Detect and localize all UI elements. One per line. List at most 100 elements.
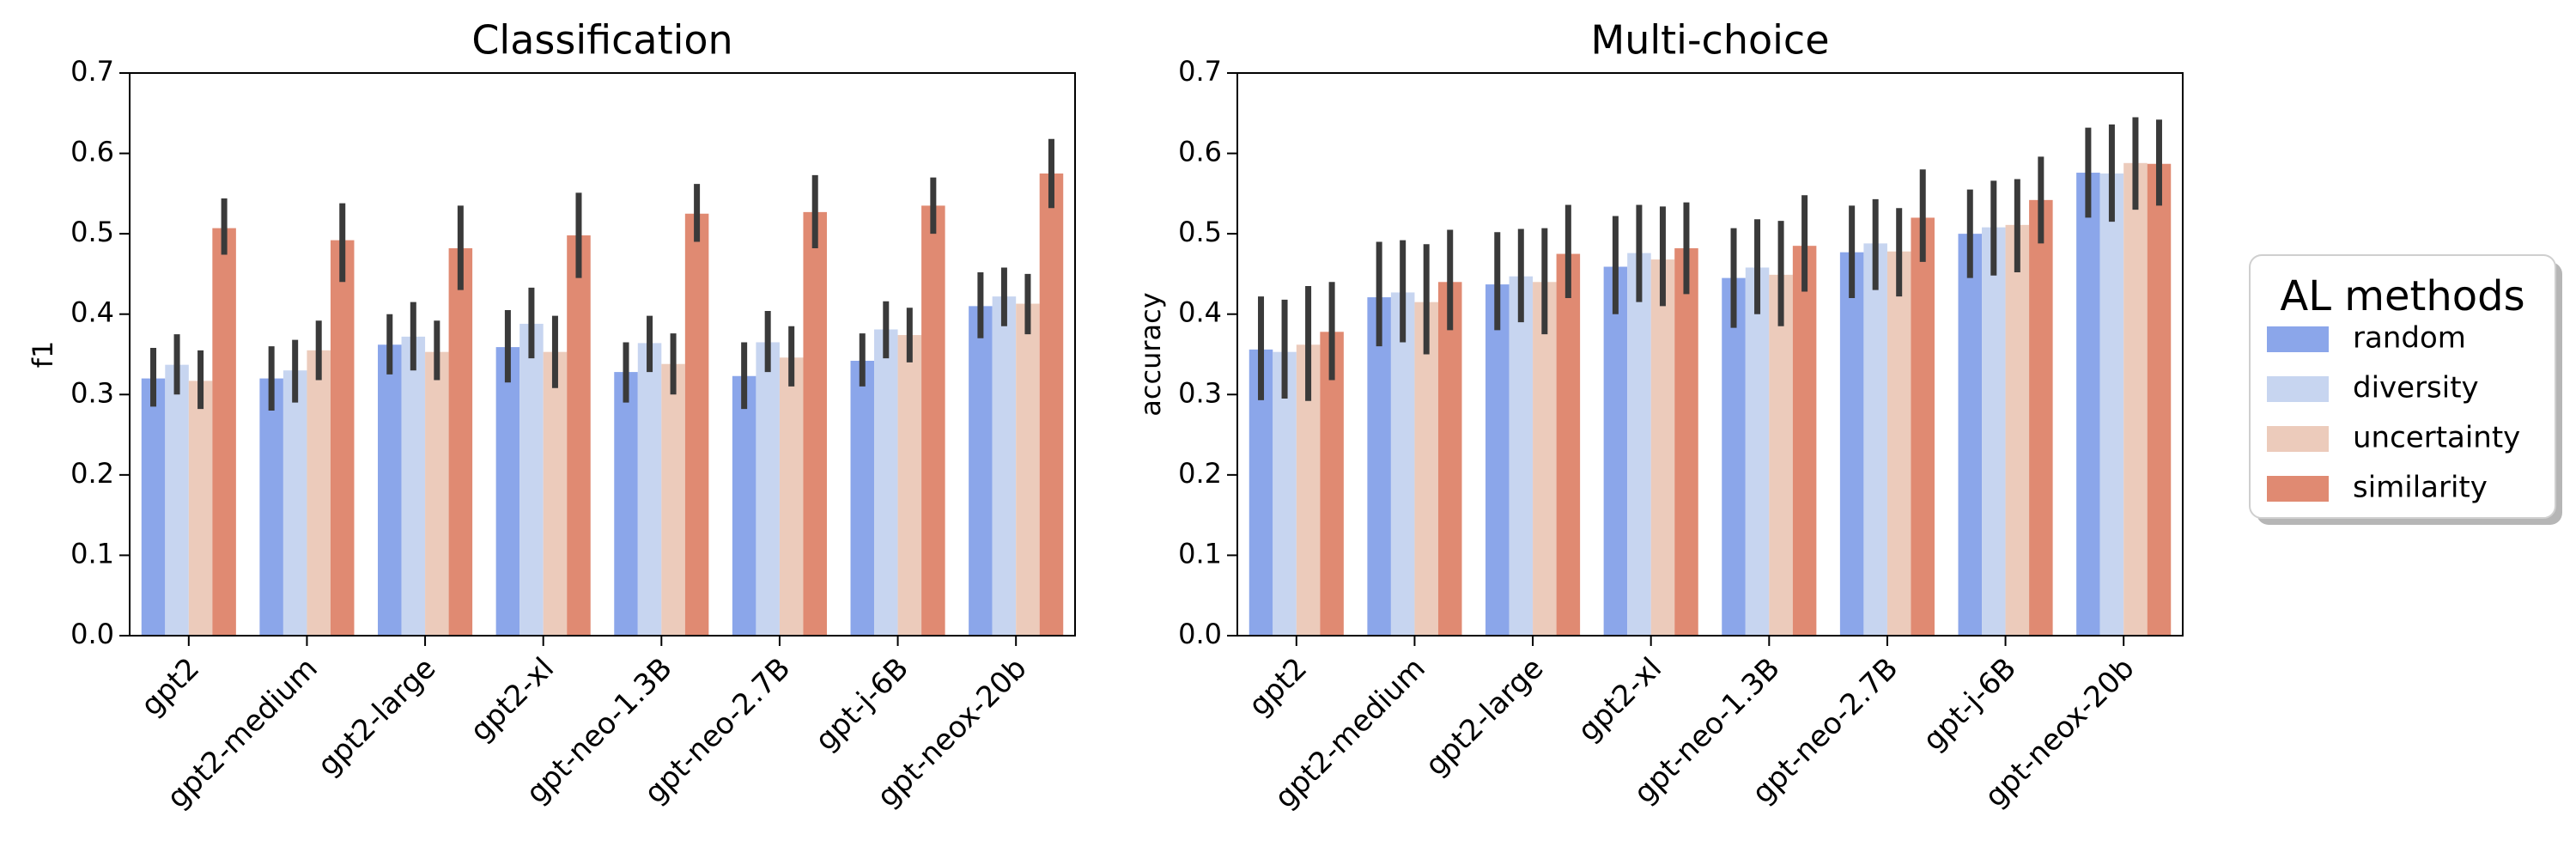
bar-diversity [874,329,898,636]
x-tick-label: gpt2 [1242,651,1315,723]
y-tick-label: 0.2 [70,457,114,490]
bar-random [732,375,756,636]
y-tick-label: 0.7 [1178,55,1222,88]
bar-uncertainty [543,351,568,636]
x-tick-label: gpt2-xl [1571,651,1668,748]
bar-diversity [756,342,780,636]
bar-random [2076,173,2100,636]
bar-random [614,372,638,636]
bar-diversity [165,364,189,636]
bar-diversity [637,343,662,636]
bar-random [259,378,283,636]
bar-diversity [1390,292,1415,636]
y-tick-label: 0.3 [1178,376,1222,409]
y-tick-label: 0.3 [70,376,114,409]
bar-uncertainty [2123,162,2148,637]
bar-diversity [1745,267,1770,636]
x-tick-label: gpt2-xl [464,651,561,748]
y-tick-label: 0.1 [1178,537,1222,570]
x-tick-label: gpt2-large [311,651,442,783]
bar-similarity [2029,199,2053,637]
bar-diversity [1863,243,1887,636]
y-tick-label: 0.4 [1178,296,1222,329]
bar-uncertainty [1886,251,1911,636]
bar-similarity [1320,332,1344,636]
bar-uncertainty [897,335,922,636]
bar-uncertainty [1016,303,1040,636]
bar-random [850,360,875,636]
bar-uncertainty [1769,274,1793,636]
bar-similarity [1556,253,1581,636]
bar-random [141,378,166,636]
plot-frame [1236,72,2184,637]
chart-title: Multi-choice [1591,17,1830,64]
bar-random [1958,234,1983,636]
bar-diversity [992,296,1017,636]
bar-random [378,344,402,636]
bar-similarity [448,247,473,636]
y-tick-label: 0.1 [70,537,114,570]
bar-diversity [1273,351,1297,636]
bar-random [1603,266,1628,636]
bar-random [969,306,993,636]
legend-swatch-similarity [2267,476,2329,502]
legend-label-diversity: diversity [2353,371,2479,405]
classification-panel: Classification f1 0.0 0.1 0.2 0.3 0.4 0.5 0.6 0.7… [27,17,1076,815]
bar-uncertainty [779,357,804,636]
bar-similarity [1437,282,1462,636]
bar-similarity [684,213,709,636]
y-tick-label: 0.6 [70,136,114,168]
bar-uncertainty [1414,302,1438,636]
bar-diversity [1509,276,1534,636]
bar-diversity [283,370,307,636]
y-axis-label: f1 [27,341,59,369]
bar-similarity [330,240,355,636]
bar-diversity [519,323,544,636]
bar-similarity [803,211,827,636]
plot-frame [129,72,1076,637]
y-tick-label: 0.4 [70,296,114,329]
y-tick-label: 0.0 [70,618,114,650]
bar-similarity [212,228,236,636]
chart-title: Classification [471,17,732,64]
legend-title: AL methods [2280,272,2524,320]
bar-similarity [1039,173,1064,636]
x-tick-label: gpt2 [135,651,207,723]
bar-uncertainty [1650,259,1675,636]
legend-swatch-random [2267,326,2329,352]
bar-uncertainty [307,350,331,636]
bar-similarity [1674,247,1698,636]
bar-uncertainty [188,381,213,636]
bar-uncertainty [661,363,685,636]
x-tick-label: gpt-j-6B [809,651,915,758]
bar-uncertainty [2005,224,2030,636]
x-tick-label: gpt-j-6B [1917,651,2023,758]
multi-choice-panel: Multi-choice accuracy 0.0 0.1 0.2 0.3 0.4 0.5 0.… [1134,17,2184,815]
legend-label-similarity: similarity [2353,471,2488,505]
y-tick-label: 0.5 [70,216,114,248]
y-tick-label: 0.7 [70,55,114,88]
legend-swatch-uncertainty [2267,426,2329,452]
bar-similarity [921,205,945,636]
legend: AL methods random diversity uncertainty sim… [2249,254,2562,525]
legend-label-uncertainty: uncertainty [2353,421,2520,455]
bar-diversity [401,336,426,636]
x-tick-label: gpt2-large [1419,651,1550,783]
legend-box [2249,254,2556,519]
bar-diversity [1627,253,1651,636]
bar-random [1367,297,1391,636]
bar-uncertainty [425,351,449,636]
y-tick-label: 0.0 [1178,618,1222,650]
y-tick-label: 0.2 [1178,457,1222,490]
legend-label-random: random [2353,321,2466,356]
bar-random [495,347,520,636]
bar-similarity [1792,246,1817,636]
bar-uncertainty [1533,282,1557,636]
bar-random [1722,277,1746,636]
bar-diversity [1982,227,2006,636]
bar-diversity [2099,173,2124,636]
y-axis-label: accuracy [1134,292,1167,416]
bar-similarity [567,235,591,636]
bar-similarity [2147,163,2172,636]
